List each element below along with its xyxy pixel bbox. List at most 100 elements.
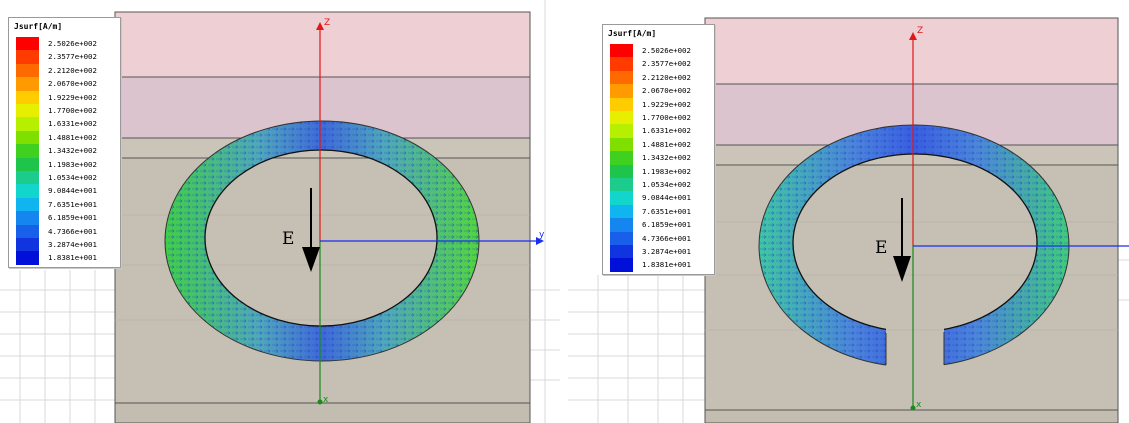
bottom-layer	[114, 402, 531, 423]
legend-swatch	[610, 137, 633, 152]
legend-entry: 1.4881e+002	[16, 130, 116, 145]
legend-swatch	[610, 84, 633, 98]
legend-entry: 1.4881e+002	[610, 137, 710, 152]
legend-swatch	[16, 77, 39, 91]
legend-value: 4.7366e+001	[48, 226, 97, 236]
legend-title: Jsurf[A/m]	[14, 22, 63, 31]
z-axis-arrowhead	[316, 22, 324, 30]
legend-value: 1.4881e+002	[642, 139, 691, 149]
legend-title: Jsurf[A/m]	[608, 29, 657, 38]
legend-entry: 1.8381e+001	[16, 251, 116, 265]
legend-entry: 4.7366e+001	[16, 224, 116, 238]
legend-value: 6.1859e+001	[48, 213, 97, 223]
legend-swatch	[16, 251, 39, 265]
legend-entry: 1.9229e+002	[16, 90, 116, 104]
ring-inner-edge	[204, 149, 438, 327]
legend-swatch	[610, 97, 633, 111]
legend-value: 1.4881e+002	[48, 132, 97, 142]
legend-swatch	[16, 184, 39, 198]
legend-value: 2.0670e+002	[48, 79, 97, 89]
legend-swatch	[16, 238, 39, 252]
z-axis-arrowhead	[909, 32, 917, 40]
split-ring-inner-edge	[792, 153, 1038, 333]
y-axis-arrowhead	[536, 237, 544, 245]
legend-swatch	[610, 231, 633, 245]
legend-value: 1.7700e+002	[642, 113, 691, 122]
legend-entry: 2.2120e+002	[16, 63, 116, 78]
left-panel-closed-ring: Z y x E Jsurf[A/m] 2.5026e+002 2.3577e+00…	[0, 0, 560, 423]
legend-swatch	[610, 245, 633, 259]
legend-value: 1.6331e+002	[48, 119, 97, 129]
legend-value: 1.0534e+002	[642, 180, 691, 189]
right-panel-split-ring: Z x E Jsurf[A/m] 2.5026e+002 2.3577e+002 2…	[568, 0, 1129, 423]
legend-value: 1.9229e+002	[48, 92, 97, 102]
legend-value: 2.3577e+002	[48, 52, 97, 62]
legend-entry: 1.6331e+002	[16, 117, 116, 131]
z-axis-label: Z	[324, 18, 331, 28]
legend-entry: 1.3432e+002	[610, 151, 710, 165]
legend-value: 1.7700e+002	[48, 106, 97, 115]
legend-entry: 1.7700e+002	[16, 104, 116, 118]
legend-swatch	[16, 130, 39, 145]
x-axis-end	[317, 399, 323, 405]
legend-entry: 6.1859e+001	[610, 218, 710, 232]
z-axis-label: Z	[917, 26, 924, 36]
legend-swatch	[610, 258, 633, 272]
legend-swatch	[16, 37, 39, 51]
legend-value: 2.3577e+002	[642, 59, 691, 69]
legend-swatch	[610, 44, 633, 58]
legend-swatch	[16, 104, 39, 118]
legend-swatch	[610, 218, 633, 232]
field-legend: Jsurf[A/m] 2.5026e+002 2.3577e+002 2.2120e…	[8, 17, 121, 268]
legend-swatch	[16, 63, 39, 78]
legend-swatch	[16, 144, 39, 158]
legend-swatch	[610, 191, 633, 205]
legend-value: 1.0534e+002	[48, 173, 97, 182]
split-ring-diagram	[568, 17, 1129, 423]
x-axis-end	[910, 405, 916, 411]
legend-swatch	[16, 211, 39, 225]
legend-entry: 2.5026e+002	[610, 44, 710, 58]
legend-value: 2.5026e+002	[48, 39, 97, 48]
legend-value: 1.1983e+002	[48, 159, 97, 169]
legend-swatch	[16, 224, 39, 238]
legend-swatch	[610, 151, 633, 165]
legend-swatch	[610, 57, 633, 71]
legend-swatch	[16, 90, 39, 104]
legend-swatch	[610, 124, 633, 138]
legend-value: 2.0670e+002	[642, 86, 691, 96]
legend-entry: 2.5026e+002	[16, 37, 116, 51]
legend-entry: 2.3577e+002	[610, 57, 710, 71]
legend-value: 1.3432e+002	[642, 153, 691, 163]
legend-entry: 9.0844e+001	[16, 184, 116, 198]
y-axis-label: y	[539, 230, 545, 240]
legend-swatch	[16, 197, 39, 212]
legend-value: 9.0844e+001	[48, 186, 97, 196]
bottom-layer	[704, 409, 1119, 423]
legend-entry: 3.2874e+001	[610, 245, 710, 259]
legend-swatch	[610, 204, 633, 219]
legend-value: 1.8381e+001	[48, 253, 97, 263]
legend-entry: 1.8381e+001	[610, 258, 710, 272]
legend-swatch	[610, 164, 633, 178]
legend-value: 1.1983e+002	[642, 166, 691, 176]
legend-value: 1.9229e+002	[642, 99, 691, 109]
legend-entry: 1.0534e+002	[16, 171, 116, 185]
top-layer	[114, 11, 531, 78]
legend-entry: 1.0534e+002	[610, 178, 710, 192]
legend-entry: 1.1983e+002	[16, 157, 116, 171]
legend-entry: 2.0670e+002	[610, 84, 710, 98]
legend-swatch	[610, 178, 633, 192]
legend-entry: 1.6331e+002	[610, 124, 710, 138]
legend-swatch	[16, 171, 39, 185]
legend-swatch	[16, 157, 39, 171]
closed-ring-diagram	[0, 0, 560, 423]
legend-value: 3.2874e+001	[642, 247, 691, 256]
legend-entry: 2.0670e+002	[16, 77, 116, 91]
legend-value: 2.5026e+002	[642, 46, 691, 55]
e-field-label: E	[282, 229, 295, 249]
top-layer	[704, 17, 1119, 85]
legend-value: 4.7366e+001	[642, 233, 691, 243]
e-field-arrowhead	[893, 256, 911, 282]
legend-entry: 7.6351e+001	[16, 197, 116, 212]
